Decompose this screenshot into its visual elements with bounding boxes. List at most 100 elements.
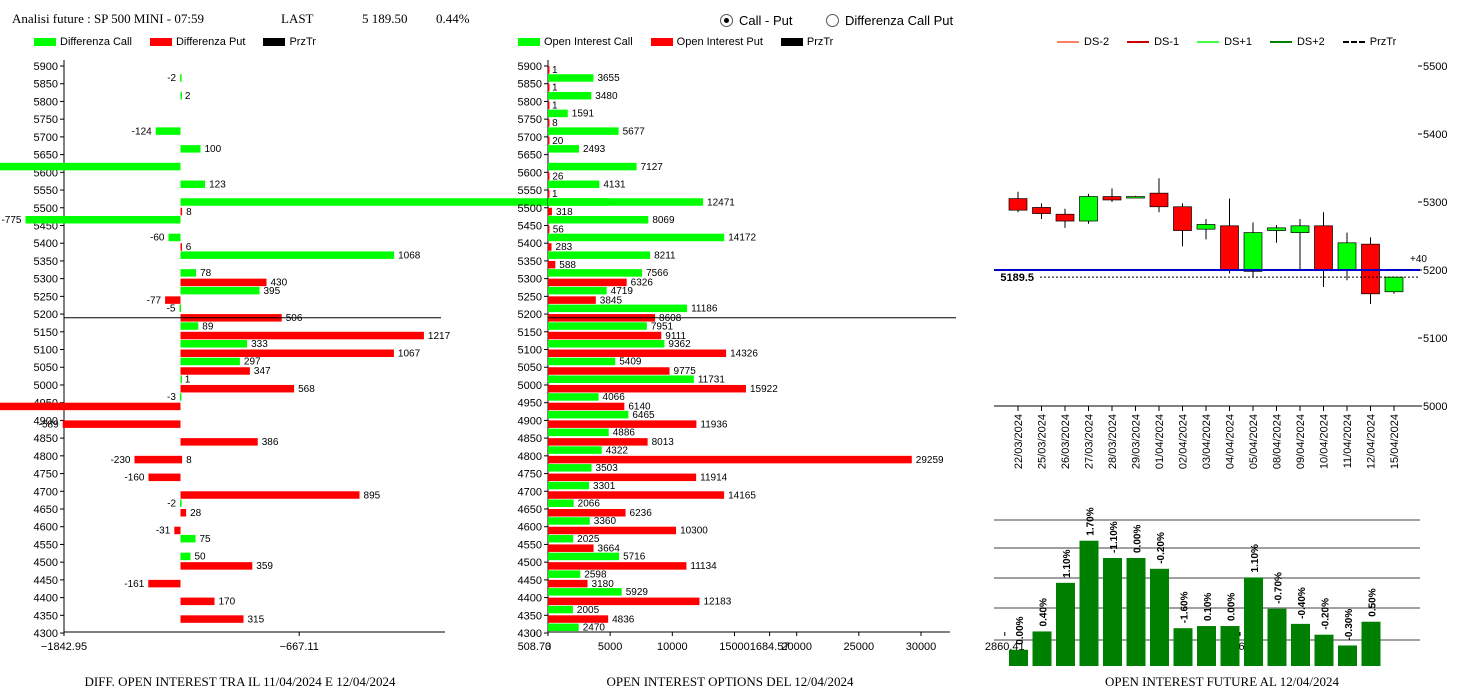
bar [548, 340, 665, 348]
bar [148, 473, 181, 482]
legend-diff: Differenza Call Differenza Put PrzTr [34, 36, 334, 48]
y-tick-label: 4750 [518, 469, 542, 481]
data-label: 7951 [651, 321, 674, 332]
data-label: 2 [185, 91, 191, 102]
y-tick-label: 4750 [34, 469, 58, 481]
bar [548, 455, 912, 464]
data-label: 1067 [398, 349, 421, 360]
candle-body [1267, 227, 1286, 231]
chart-caption: OPEN INTEREST OPTIONS DEL 12/04/2024 [607, 674, 855, 689]
data-label: 895 [364, 490, 381, 501]
data-label: 1.10% [1062, 549, 1073, 577]
bar [548, 509, 626, 517]
candle-body [1126, 196, 1145, 199]
x-tick-label: 25/03/2024 [1037, 414, 1049, 469]
data-label: 0.40% [1039, 598, 1050, 626]
bar [180, 367, 250, 375]
y-tick-label: 5400 [1423, 129, 1447, 141]
data-label: 11936 [700, 419, 728, 430]
bar [548, 438, 648, 446]
data-label: 395 [264, 286, 281, 297]
last-change: 0.44% [436, 11, 470, 26]
data-label: 11914 [700, 473, 728, 484]
data-label: 8211 [654, 250, 676, 261]
data-label: -5 [167, 304, 176, 315]
bar [180, 455, 183, 464]
bar [548, 127, 619, 135]
legend-label: Open Interest Put [676, 36, 763, 48]
data-label: 100 [205, 144, 222, 155]
bar [1056, 582, 1075, 666]
bar [180, 349, 394, 358]
data-label: 347 [254, 366, 271, 377]
x-tick-label: 15000 [719, 641, 750, 653]
bar [548, 304, 688, 313]
y-tick-label: 4300 [518, 628, 542, 640]
data-label: 3360 [594, 516, 617, 527]
bar [548, 162, 637, 171]
y-tick-label: 5350 [34, 256, 58, 268]
data-label: 1217 [428, 331, 451, 342]
data-label: -1.60% [1180, 591, 1191, 623]
data-label: 4322 [606, 445, 629, 456]
data-label: 2598 [584, 569, 607, 580]
legend-label: PrzTr [1369, 36, 1397, 48]
bar [548, 109, 568, 118]
radio-differenza-call-put[interactable]: Differenza Call Put [826, 13, 953, 28]
bar [180, 207, 183, 216]
chart-caption: DIFF. OPEN INTEREST TRA IL 11/04/2024 E … [85, 674, 396, 689]
bar [180, 509, 187, 517]
data-label: 89 [202, 321, 214, 332]
bar [548, 420, 697, 428]
y-tick-label: 5150 [34, 327, 58, 339]
bar [180, 286, 260, 295]
bar [548, 446, 602, 454]
y-tick-label: 5750 [34, 114, 58, 126]
bar [1220, 626, 1240, 666]
candle-body [1079, 196, 1098, 222]
legend-label: Open Interest Call [544, 36, 633, 48]
x-tick-label: 25000 [844, 641, 875, 653]
x-tick-label: 0 [545, 641, 551, 653]
y-tick-label: 5550 [34, 185, 58, 197]
data-label: 3664 [598, 543, 621, 554]
y-tick-label: 5250 [518, 291, 542, 303]
bar [548, 552, 620, 561]
y-tick-label: 4700 [34, 486, 58, 498]
x-tick-label: 10000 [657, 641, 688, 653]
bar [548, 517, 590, 525]
bar [548, 322, 647, 330]
bar [548, 278, 627, 287]
data-label: -3 [167, 392, 176, 403]
candle-body [1102, 196, 1122, 201]
y-tick-label: 4650 [34, 504, 58, 516]
data-label: 14326 [730, 349, 758, 360]
legend-label: DS-1 [1154, 36, 1180, 48]
bar [25, 215, 181, 224]
candle-body [1290, 225, 1310, 233]
data-label: 9775 [674, 366, 697, 377]
bar [548, 570, 581, 578]
y-tick-label: 5250 [34, 291, 58, 303]
data-label: 10300 [680, 526, 708, 537]
bar [548, 101, 550, 109]
x-tick-label: 22/03/2024 [1013, 414, 1025, 469]
y-tick-label: 4950 [518, 398, 542, 410]
bar [180, 562, 253, 570]
radio-call-put[interactable]: Call - Put [720, 13, 792, 28]
data-label: 359 [256, 561, 273, 572]
legend-label: DS+2 [1296, 36, 1325, 48]
data-label: 8 [186, 207, 192, 218]
bar [1103, 558, 1122, 666]
data-label: -0.40% [1297, 587, 1308, 619]
data-label: 20 [552, 136, 564, 147]
bar [548, 74, 594, 82]
candle-body [1243, 232, 1263, 272]
bar [548, 375, 694, 383]
data-label: 333 [251, 339, 268, 350]
bar [548, 410, 629, 419]
candle-body [1008, 198, 1028, 211]
bar [1079, 540, 1099, 666]
candle-body [1220, 225, 1239, 271]
data-label: 588 [559, 260, 576, 271]
